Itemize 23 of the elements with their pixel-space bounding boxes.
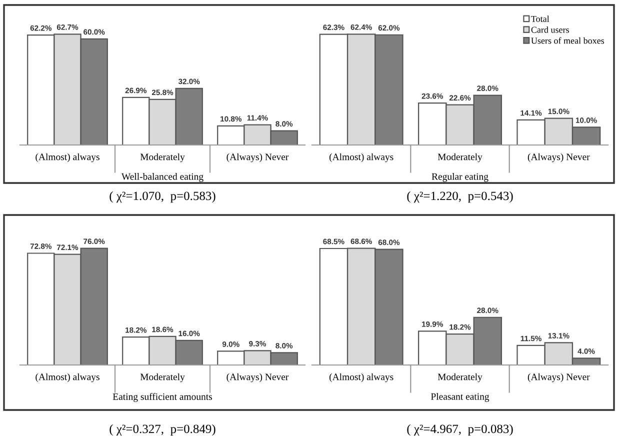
x-axis-title: Well-balanced eating [121,173,204,182]
x-tick-label: (Always) Never [528,373,590,382]
x-tick-label: Moderately [438,373,482,382]
x-tick-label: (Always) Never [226,153,289,162]
legend-label: Total [531,16,550,22]
text: ( χ²=0.327, p=0.849) [110,424,216,436]
x-tick-label: (Always) Never [528,153,590,162]
x-axis-title: Regular eating [432,173,488,182]
legend-label: Users of meal boxes [531,37,604,44]
x-tick-label: Moderately [438,153,482,162]
x-tick-label: Moderately [140,373,185,382]
x-tick-label: Moderately [140,153,185,162]
legend-label: Card users [531,26,569,33]
x-axis-title: Eating sufficient amounts [112,393,212,402]
x-axis-title: Pleasant eating [430,393,490,402]
text: ( χ²=4.967, p=0.083) [407,424,513,436]
x-tick-label: (Almost) always [329,373,394,382]
x-tick-label: (Always) Never [226,373,289,382]
x-tick-label: (Almost) always [329,153,394,162]
text: ( χ²=1.220, p=0.543) [407,191,513,203]
x-tick-label: (Almost) always [36,153,100,162]
x-tick-label: (Almost) always [36,373,100,382]
text: ( χ²=1.070, p=0.583) [110,191,216,203]
